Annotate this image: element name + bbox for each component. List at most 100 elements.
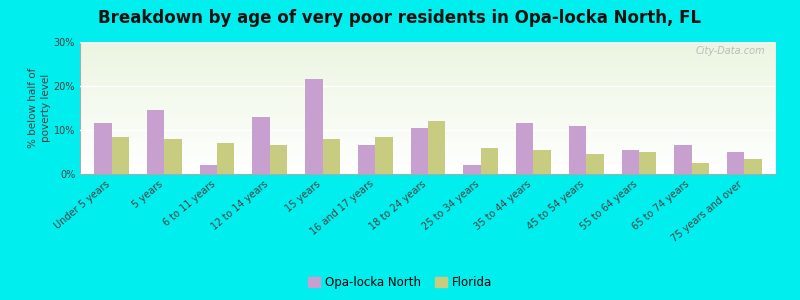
Bar	[410, 128, 428, 174]
Bar	[80, 54, 776, 55]
Bar	[305, 80, 322, 174]
Bar	[322, 139, 340, 174]
Bar	[80, 114, 776, 115]
Bar	[80, 170, 776, 171]
Bar	[80, 120, 776, 121]
Text: Breakdown by age of very poor residents in Opa-locka North, FL: Breakdown by age of very poor residents …	[98, 9, 702, 27]
Bar	[80, 173, 776, 174]
Bar	[80, 61, 776, 62]
Bar	[80, 172, 776, 173]
Bar	[80, 139, 776, 140]
Bar	[80, 113, 776, 114]
Bar	[80, 75, 776, 76]
Bar	[80, 160, 776, 161]
Bar	[80, 107, 776, 108]
Bar	[80, 60, 776, 61]
Bar	[80, 97, 776, 98]
Bar	[80, 99, 776, 100]
Bar	[80, 63, 776, 64]
Bar	[80, 118, 776, 119]
Text: City-Data.com: City-Data.com	[696, 46, 766, 56]
Bar	[80, 80, 776, 81]
Bar	[80, 86, 776, 87]
Bar	[80, 146, 776, 147]
Bar	[80, 46, 776, 47]
Bar	[80, 101, 776, 102]
Bar	[80, 87, 776, 88]
Bar	[80, 129, 776, 130]
Bar	[80, 168, 776, 169]
Bar	[80, 105, 776, 106]
Bar	[80, 48, 776, 49]
Bar	[80, 47, 776, 48]
Bar	[80, 104, 776, 105]
Bar	[80, 95, 776, 96]
Bar	[80, 123, 776, 124]
Bar	[428, 121, 446, 174]
Bar	[586, 154, 603, 174]
Bar	[80, 127, 776, 128]
Y-axis label: % below half of
poverty level: % below half of poverty level	[29, 68, 51, 148]
Bar	[727, 152, 744, 174]
Bar	[80, 50, 776, 51]
Bar	[80, 119, 776, 120]
Bar	[80, 69, 776, 70]
Bar	[80, 158, 776, 159]
Bar	[80, 64, 776, 65]
Bar	[516, 123, 534, 174]
Bar	[80, 66, 776, 67]
Bar	[80, 74, 776, 75]
Bar	[80, 106, 776, 107]
Bar	[80, 94, 776, 95]
Bar	[94, 123, 112, 174]
Bar	[463, 165, 481, 174]
Bar	[692, 163, 709, 174]
Bar	[80, 143, 776, 144]
Bar	[80, 88, 776, 89]
Bar	[200, 165, 217, 174]
Bar	[622, 150, 639, 174]
Bar	[147, 110, 164, 174]
Bar	[80, 45, 776, 46]
Bar	[80, 90, 776, 91]
Bar	[80, 112, 776, 113]
Bar	[80, 73, 776, 74]
Bar	[80, 56, 776, 57]
Bar	[80, 67, 776, 68]
Bar	[569, 126, 586, 174]
Bar	[80, 53, 776, 54]
Bar	[80, 59, 776, 60]
Bar	[80, 84, 776, 85]
Bar	[639, 152, 656, 174]
Bar	[80, 92, 776, 93]
Bar	[80, 108, 776, 109]
Bar	[80, 78, 776, 79]
Bar	[80, 149, 776, 150]
Bar	[80, 70, 776, 71]
Bar	[80, 68, 776, 69]
Bar	[80, 171, 776, 172]
Bar	[80, 109, 776, 110]
Bar	[80, 153, 776, 154]
Bar	[80, 135, 776, 136]
Bar	[80, 62, 776, 63]
Bar	[80, 57, 776, 58]
Bar	[80, 51, 776, 52]
Bar	[80, 72, 776, 73]
Bar	[112, 136, 129, 174]
Bar	[674, 146, 692, 174]
Bar	[217, 143, 234, 174]
Bar	[80, 102, 776, 103]
Bar	[80, 155, 776, 156]
Bar	[375, 136, 393, 174]
Bar	[80, 134, 776, 135]
Bar	[358, 146, 375, 174]
Bar	[80, 145, 776, 146]
Bar	[80, 167, 776, 168]
Bar	[80, 82, 776, 83]
Bar	[80, 98, 776, 99]
Bar	[80, 159, 776, 160]
Bar	[80, 147, 776, 148]
Bar	[80, 52, 776, 53]
Bar	[80, 144, 776, 145]
